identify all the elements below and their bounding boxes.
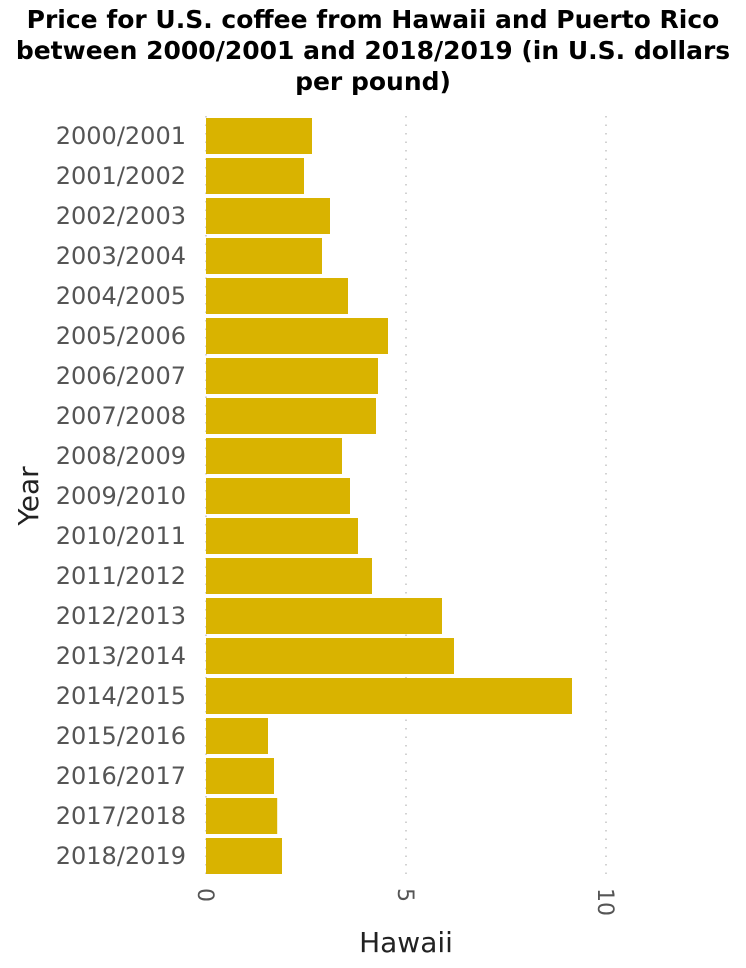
- x-axis-title: Hawaii: [359, 926, 453, 959]
- bar-2007-2008: [206, 398, 376, 434]
- bar-2004-2005: [206, 278, 348, 314]
- y-tick-label: 2009/2010: [56, 482, 186, 510]
- chart-title: Price for U.S. coffee from Hawaii and Pu…: [15, 5, 731, 96]
- bar-2003-2004: [206, 238, 322, 274]
- y-tick-label: 2007/2008: [56, 402, 186, 430]
- y-axis-title: Year: [12, 466, 45, 527]
- bars: [206, 118, 572, 874]
- y-tick-label: 2003/2004: [56, 242, 186, 270]
- bar-2008-2009: [206, 438, 342, 474]
- y-tick-label: 2005/2006: [56, 322, 186, 350]
- y-tick-label: 2008/2009: [56, 442, 186, 470]
- bar-2017-2018: [206, 798, 278, 834]
- y-tick-label: 2015/2016: [56, 722, 186, 750]
- bar-2006-2007: [206, 358, 378, 394]
- y-tick-label: 2018/2019: [56, 842, 186, 870]
- y-tick-label: 2012/2013: [56, 602, 186, 630]
- y-tick-label: 2001/2002: [56, 162, 186, 190]
- x-tick-label: 5: [392, 888, 417, 902]
- x-tick-label: 10: [592, 888, 617, 916]
- y-tick-label: 2006/2007: [56, 362, 186, 390]
- bar-2016-2017: [206, 758, 274, 794]
- y-tick-label: 2010/2011: [56, 522, 186, 550]
- bar-2011-2012: [206, 558, 372, 594]
- y-tick-label: 2000/2001: [56, 122, 186, 150]
- bar-2009-2010: [206, 478, 350, 514]
- y-tick-label: 2017/2018: [56, 802, 186, 830]
- y-tick-label: 2011/2012: [56, 562, 186, 590]
- bar-2015-2016: [206, 718, 268, 754]
- bar-2002-2003: [206, 198, 330, 234]
- bar-2010-2011: [206, 518, 358, 554]
- bar-2018-2019: [206, 838, 282, 874]
- y-tick-label: 2013/2014: [56, 642, 186, 670]
- x-tick-labels: 0 5 10: [192, 888, 617, 916]
- bar-2013-2014: [206, 638, 454, 674]
- x-tick-label: 0: [192, 888, 217, 902]
- y-tick-label: 2014/2015: [56, 682, 186, 710]
- y-tick-label: 2004/2005: [56, 282, 186, 310]
- bar-2005-2006: [206, 318, 388, 354]
- y-tick-labels: 2000/2001 2001/2002 2002/2003 2003/2004 2004…: [56, 122, 186, 870]
- bar-2014-2015: [206, 678, 572, 714]
- bar-2001-2002: [206, 158, 304, 194]
- bar-2000-2001: [206, 118, 312, 154]
- bar-2012-2013: [206, 598, 442, 634]
- y-tick-label: 2016/2017: [56, 762, 186, 790]
- y-tick-label: 2002/2003: [56, 202, 186, 230]
